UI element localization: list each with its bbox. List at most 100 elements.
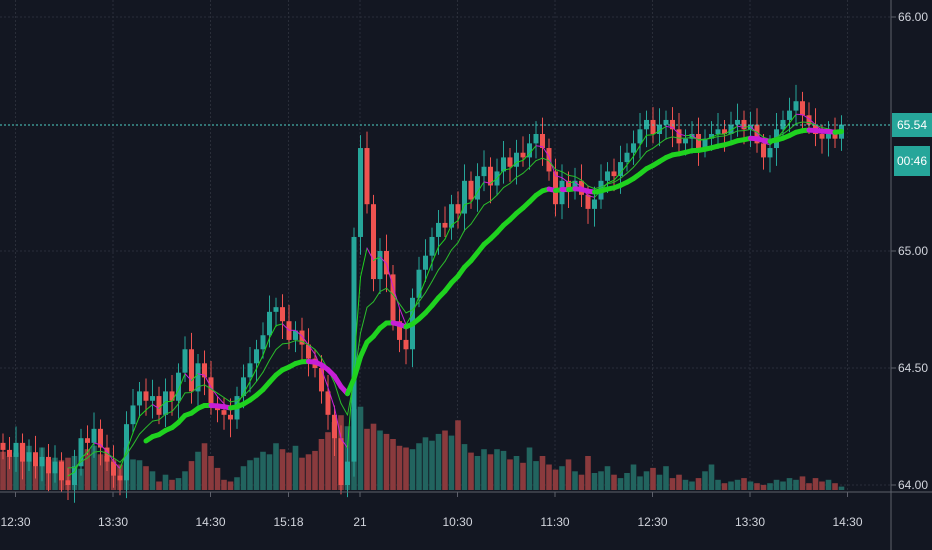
fast-ma-segment — [353, 276, 361, 364]
volume-bar — [318, 439, 325, 490]
medium-ma-segment — [464, 223, 472, 231]
fast-ma-segment — [243, 381, 251, 395]
candle-body — [566, 180, 571, 191]
medium-ma-segment — [399, 303, 407, 314]
fast-ma-segment — [152, 403, 160, 410]
medium-ma-segment — [392, 294, 400, 305]
volume-bar — [741, 478, 747, 490]
medium-ma-segment — [639, 151, 647, 161]
fast-ma-segment — [470, 191, 478, 204]
fast-ma-segment — [613, 172, 621, 181]
fast-ma-segment — [191, 373, 199, 382]
fast-ma-segment — [620, 164, 628, 174]
candle-body — [728, 124, 734, 134]
fast-ma-segment — [802, 114, 810, 120]
fast-ma-segment — [93, 442, 101, 446]
candle-body — [507, 157, 513, 167]
volume-bar — [364, 428, 370, 490]
volume-bar — [377, 430, 383, 490]
volume-bar — [195, 451, 201, 490]
fast-ma-segment — [275, 323, 283, 327]
medium-ma-segment — [386, 287, 394, 296]
candle-body — [260, 335, 266, 350]
candle-body — [553, 171, 558, 205]
candle-body — [59, 461, 64, 481]
volume-bar — [500, 450, 507, 490]
medium-ma-segment — [145, 420, 153, 428]
candle-body — [618, 162, 623, 177]
volume-bar — [312, 450, 318, 490]
candle-body — [767, 148, 773, 158]
candle-body — [449, 204, 454, 228]
fast-ma-segment — [405, 313, 413, 326]
medium-ma-segment — [295, 340, 303, 342]
fast-ma-segment — [522, 153, 530, 161]
volume-bar — [383, 433, 390, 490]
candle-body — [689, 134, 695, 139]
candle-body — [130, 405, 136, 425]
volume-bar — [260, 451, 266, 490]
medium-ma-segment — [659, 138, 667, 144]
candle-body — [423, 255, 428, 270]
fast-ma-segment — [535, 145, 543, 148]
candle-body — [202, 363, 207, 378]
fast-ma-segment — [100, 444, 108, 452]
volume-bar — [292, 445, 299, 490]
medium-ma-segment — [418, 292, 426, 303]
fast-ma-segment — [249, 368, 257, 383]
fast-ma-segment — [106, 450, 114, 462]
medium-ma-segment — [561, 171, 569, 176]
medium-ma-segment — [509, 176, 517, 184]
medium-ma-segment — [607, 181, 615, 185]
volume-bar — [786, 478, 793, 490]
volume-bar — [221, 479, 227, 490]
volume-bar — [403, 447, 409, 490]
medium-ma-segment — [301, 340, 309, 346]
volume-bar — [669, 478, 676, 490]
volume-bar — [747, 481, 754, 490]
medium-ma-segment — [132, 433, 140, 446]
medium-ma-segment — [789, 123, 797, 130]
candle-body — [345, 461, 350, 485]
time-tick-label: 13:30 — [98, 515, 128, 529]
volume-bar — [812, 478, 819, 490]
candle-body — [26, 452, 32, 462]
volume-bar — [663, 466, 669, 490]
fast-ma-segment — [139, 409, 147, 417]
fast-ma-segment — [87, 442, 95, 453]
medium-ma-segment — [431, 269, 439, 282]
volume-bar — [754, 483, 760, 490]
medium-ma-segment — [451, 242, 459, 251]
fast-ma-segment — [477, 181, 485, 193]
volume-bar — [539, 456, 546, 490]
medium-ma-segment — [340, 402, 348, 416]
fast-ma-segment — [67, 471, 75, 477]
fast-ma-segment — [217, 395, 225, 405]
candle-body — [143, 391, 149, 401]
fast-ma-segment — [587, 195, 595, 198]
medium-ma-segment — [373, 291, 381, 303]
slow-ma-segment — [351, 354, 363, 382]
fast-ma-segment — [568, 181, 576, 184]
time-tick-label: 12:30 — [0, 515, 30, 529]
fast-ma-segment — [334, 407, 342, 440]
candle-body — [195, 363, 201, 392]
candle-body — [663, 119, 669, 125]
candle-body — [455, 204, 461, 214]
time-tick-label: 11:30 — [540, 515, 569, 529]
candle-body — [527, 143, 532, 158]
medium-ma-segment — [236, 395, 244, 402]
medium-ma-segment — [594, 186, 602, 190]
candle-body — [416, 269, 422, 298]
candle-body — [39, 456, 45, 467]
fast-ma-segment — [269, 325, 277, 339]
time-axis[interactable]: 12:30 13:30 14:30 15:18 21 10:30 11:30 12:30 13:… — [0, 492, 863, 529]
fast-ma-segment — [516, 159, 524, 163]
fast-ma-segment — [483, 181, 491, 184]
price-axis[interactable]: 66.00 65.00 64.50 64.00 — [891, 10, 928, 492]
volume-bar — [461, 444, 468, 490]
candle-body — [0, 442, 6, 450]
volume-bar — [279, 449, 286, 490]
volume-bar — [494, 449, 500, 490]
